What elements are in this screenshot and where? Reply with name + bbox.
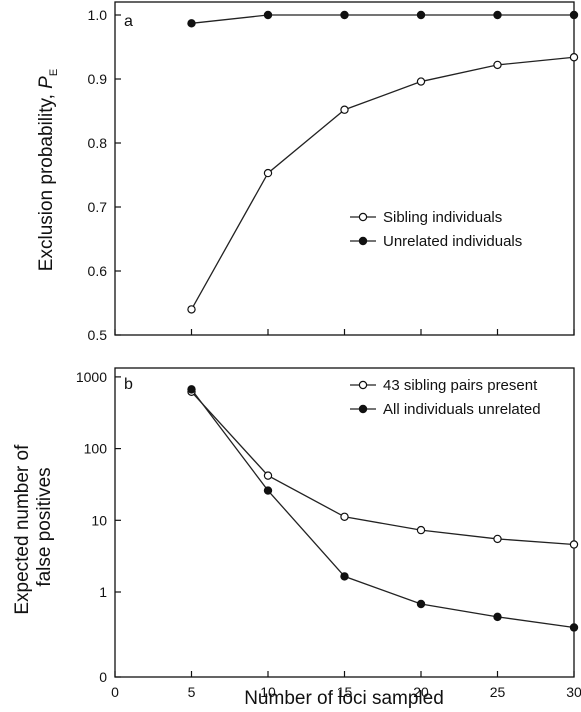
panel-b-y-tick-label: 100 bbox=[84, 441, 108, 457]
panel-a-y-axis-title-text: Exclusion probability, bbox=[36, 89, 57, 271]
panel-b-y-tick-label: 10 bbox=[91, 512, 107, 528]
panel-a-legend: Sibling individuals Unrelated individuals bbox=[350, 209, 522, 250]
panel-a-letter: a bbox=[124, 13, 133, 30]
panel-a-x-ticks bbox=[114, 329, 575, 335]
panel-b-legend-marker-filled bbox=[358, 404, 368, 414]
panel-a-y-tick-label: 0.6 bbox=[88, 263, 108, 279]
panel-b-data-point-filled bbox=[187, 385, 196, 394]
panel-b-letter: b bbox=[124, 376, 133, 393]
panel-b-y-axis-title-line-1: Expected number of bbox=[12, 444, 33, 615]
panel-a-data-point-filled bbox=[187, 19, 196, 28]
panel-b-x-tick-label: 5 bbox=[188, 684, 196, 700]
panel-a-data-point-open bbox=[340, 105, 349, 114]
panel-b-x-tick-label: 20 bbox=[413, 684, 429, 700]
panel-b-data-point-open bbox=[340, 512, 349, 521]
panel-b-series-line-1 bbox=[191, 391, 575, 546]
panel-a-data-point-open bbox=[263, 168, 273, 178]
panel-b-data-point-filled bbox=[416, 599, 426, 609]
panel-a-data-point-filled bbox=[493, 10, 502, 20]
panel-b-x-ticks: 0 5 10 15 20 25 30 bbox=[111, 671, 581, 700]
panel-a-series-line-1 bbox=[190, 56, 575, 310]
panel-b-data-point-open bbox=[493, 534, 502, 544]
panel-a-data-point-filled bbox=[340, 10, 349, 20]
panel-a-series-lines bbox=[190, 14, 575, 310]
panel-b-x-tick-label: 15 bbox=[337, 684, 353, 700]
panel-a-data-point-open bbox=[187, 305, 196, 314]
panel-b-y-tick-label: 0 bbox=[99, 669, 107, 685]
panel-a-y-tick-label: 1.0 bbox=[88, 7, 108, 23]
panel-a-data-point-open bbox=[569, 53, 579, 62]
panel-a-data-point-open bbox=[416, 77, 426, 86]
panel-a-data-points bbox=[187, 10, 579, 314]
panel-b-y-tick-label: 1 bbox=[99, 584, 107, 600]
panel-a-data-point-open bbox=[493, 60, 502, 70]
panel-b-data-point-filled bbox=[263, 486, 273, 495]
panel-a-y-axis-title: Exclusion probability, PE bbox=[36, 69, 60, 271]
panel-b-data-point-filled bbox=[493, 612, 502, 622]
panel-b-y-axis-title: Expected number of false positives bbox=[12, 439, 55, 614]
panel-b-false-positives: 0 5 10 15 20 25 30 0 1 10 100 1000 b Expected numb… bbox=[12, 367, 581, 709]
panel-b-data-point-filled bbox=[569, 623, 579, 632]
panel-b-legend: 43 sibling pairs present All individuals … bbox=[350, 377, 541, 418]
panel-a-y-axis-title-subscript: E bbox=[48, 69, 60, 76]
panel-b-data-points bbox=[187, 385, 579, 632]
panel-b-x-tick-label: 10 bbox=[260, 684, 276, 700]
panel-a-legend-marker-open bbox=[358, 212, 368, 222]
panel-b-x-tick-label: 0 bbox=[111, 684, 119, 700]
panel-b-x-tick-label: 30 bbox=[566, 684, 581, 700]
panel-a-data-point-filled bbox=[416, 10, 426, 20]
panel-a-legend-label: Unrelated individuals bbox=[383, 233, 522, 250]
panel-b-series-line-2 bbox=[190, 388, 575, 629]
panel-b-data-point-open bbox=[263, 471, 273, 480]
panel-b-y-tick-label: 1000 bbox=[76, 369, 107, 385]
panel-a-exclusion-probability: 0.5 0.6 0.7 0.8 0.9 1.0 a Exclusion probabili… bbox=[36, 1, 579, 343]
panel-b-data-point-open bbox=[569, 540, 579, 549]
panel-b-x-axis-title: Number of loci sampled bbox=[244, 688, 444, 709]
panel-a-data-point-filled bbox=[569, 10, 579, 20]
panel-a-data-point-filled bbox=[263, 10, 273, 20]
panel-b-data-point-open bbox=[416, 525, 426, 535]
panel-a-legend-marker-filled bbox=[358, 236, 368, 246]
panel-b-legend-label: 43 sibling pairs present bbox=[383, 377, 538, 394]
panel-a-y-ticks: 0.5 0.6 0.7 0.8 0.9 1.0 bbox=[88, 7, 121, 343]
panel-b-series-lines bbox=[190, 388, 575, 629]
panel-b-data-point-filled bbox=[340, 572, 349, 581]
panel-a-legend-label: Sibling individuals bbox=[383, 209, 502, 226]
panel-a-y-tick-label: 0.5 bbox=[88, 327, 108, 343]
panel-a-series-line-2 bbox=[191, 14, 574, 24]
panel-b-y-axis-title-line-2: false positives bbox=[34, 467, 55, 586]
panel-b-y-ticks: 0 1 10 100 1000 bbox=[76, 369, 121, 685]
panel-a-frame bbox=[114, 1, 575, 336]
panel-a-y-tick-label: 0.7 bbox=[88, 199, 108, 215]
panel-a-y-tick-label: 0.9 bbox=[88, 71, 108, 87]
panel-a-y-axis-title-symbol: P bbox=[36, 76, 57, 89]
panel-a-y-tick-label: 0.8 bbox=[88, 135, 108, 151]
panel-b-legend-label: All individuals unrelated bbox=[383, 401, 541, 418]
panel-b-x-tick-label: 25 bbox=[490, 684, 506, 700]
panel-b-legend-marker-open bbox=[358, 380, 368, 390]
